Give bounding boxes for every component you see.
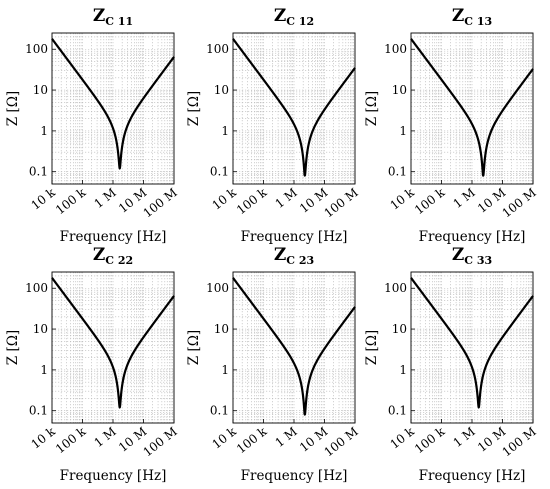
impedance-curve: [410, 37, 534, 177]
y-tick-label: 10: [33, 83, 48, 97]
panel-title: ZC 12: [274, 6, 314, 28]
x-axis-label: Frequency [Hz]: [241, 229, 348, 245]
y-tick-label: 1: [399, 363, 407, 377]
y-tick-label: 0.1: [388, 165, 407, 179]
y-axis-label: Z [Ω]: [364, 91, 380, 126]
y-tick-label: 10: [392, 322, 407, 336]
y-tick-label: 1: [221, 124, 229, 138]
y-tick-label: 10: [214, 322, 229, 336]
x-tick-label: 100 k: [53, 185, 89, 217]
y-axis-label: Z [Ω]: [5, 91, 21, 126]
x-tick-label: 1 M: [451, 185, 478, 211]
panel-title: ZC 13: [452, 6, 492, 28]
x-tick-label: 1 M: [451, 424, 478, 450]
panel-title: ZC 11: [93, 6, 133, 28]
y-tick-label: 0.1: [29, 404, 48, 418]
impedance-curve: [232, 37, 356, 177]
title-main: Z: [93, 245, 105, 265]
panel-title: ZC 33: [452, 245, 492, 267]
impedance-curve: [51, 277, 175, 409]
x-tick-label: 1 M: [92, 185, 119, 211]
x-axis-label: Frequency [Hz]: [60, 229, 167, 245]
x-tick-label: 100 M: [499, 185, 538, 220]
x-tick-label: 100 M: [140, 185, 179, 220]
y-tick-label: 10: [214, 83, 229, 97]
x-tick-label: 100 k: [412, 185, 448, 217]
x-tick-label: 100 M: [321, 424, 360, 459]
x-axis-label: Frequency [Hz]: [419, 229, 526, 245]
y-tick-label: 100: [25, 281, 48, 295]
title-main: Z: [274, 245, 286, 265]
title-subscript: C 11: [105, 15, 133, 28]
title-subscript: C 33: [464, 254, 492, 267]
title-subscript: C 12: [286, 15, 314, 28]
x-axis-label: Frequency [Hz]: [241, 468, 348, 484]
y-axis-label: Z [Ω]: [186, 330, 202, 365]
y-axis-label: Z [Ω]: [364, 330, 380, 365]
title-subscript: C 22: [105, 254, 133, 267]
x-tick-label: 1 M: [273, 185, 300, 211]
panel-title: ZC 23: [274, 245, 314, 267]
x-tick-label: 1 M: [92, 424, 119, 450]
title-subscript: C 13: [464, 15, 492, 28]
y-tick-label: 10: [392, 83, 407, 97]
impedance-curve: [410, 277, 534, 409]
y-tick-label: 1: [40, 124, 48, 138]
title-main: Z: [274, 6, 286, 26]
y-tick-label: 10: [33, 322, 48, 336]
x-axis-label: Frequency [Hz]: [60, 468, 167, 484]
x-tick-label: 100 k: [234, 185, 270, 217]
x-tick-label: 100 M: [499, 424, 538, 459]
y-tick-label: 100: [384, 42, 407, 56]
impedance-curve: [232, 277, 356, 416]
x-tick-label: 100 k: [412, 424, 448, 456]
y-tick-label: 1: [40, 363, 48, 377]
y-tick-label: 0.1: [388, 404, 407, 418]
panel-title: ZC 22: [93, 245, 133, 267]
y-tick-label: 0.1: [210, 165, 229, 179]
y-tick-label: 100: [206, 281, 229, 295]
title-subscript: C 23: [286, 254, 314, 267]
y-tick-label: 100: [384, 281, 407, 295]
y-tick-label: 0.1: [29, 165, 48, 179]
y-tick-label: 100: [206, 42, 229, 56]
title-main: Z: [93, 6, 105, 26]
y-tick-label: 100: [25, 42, 48, 56]
title-main: Z: [452, 245, 464, 265]
title-main: Z: [452, 6, 464, 26]
x-axis-label: Frequency [Hz]: [419, 468, 526, 484]
y-tick-label: 1: [399, 124, 407, 138]
x-tick-label: 100 k: [53, 424, 89, 456]
impedance-curve: [51, 37, 175, 170]
x-tick-label: 1 M: [273, 424, 300, 450]
x-tick-label: 100 M: [321, 185, 360, 220]
y-axis-label: Z [Ω]: [5, 330, 21, 365]
y-tick-label: 1: [221, 363, 229, 377]
x-tick-label: 100 M: [140, 424, 179, 459]
x-tick-label: 100 k: [234, 424, 270, 456]
y-tick-label: 0.1: [210, 404, 229, 418]
y-axis-label: Z [Ω]: [186, 91, 202, 126]
